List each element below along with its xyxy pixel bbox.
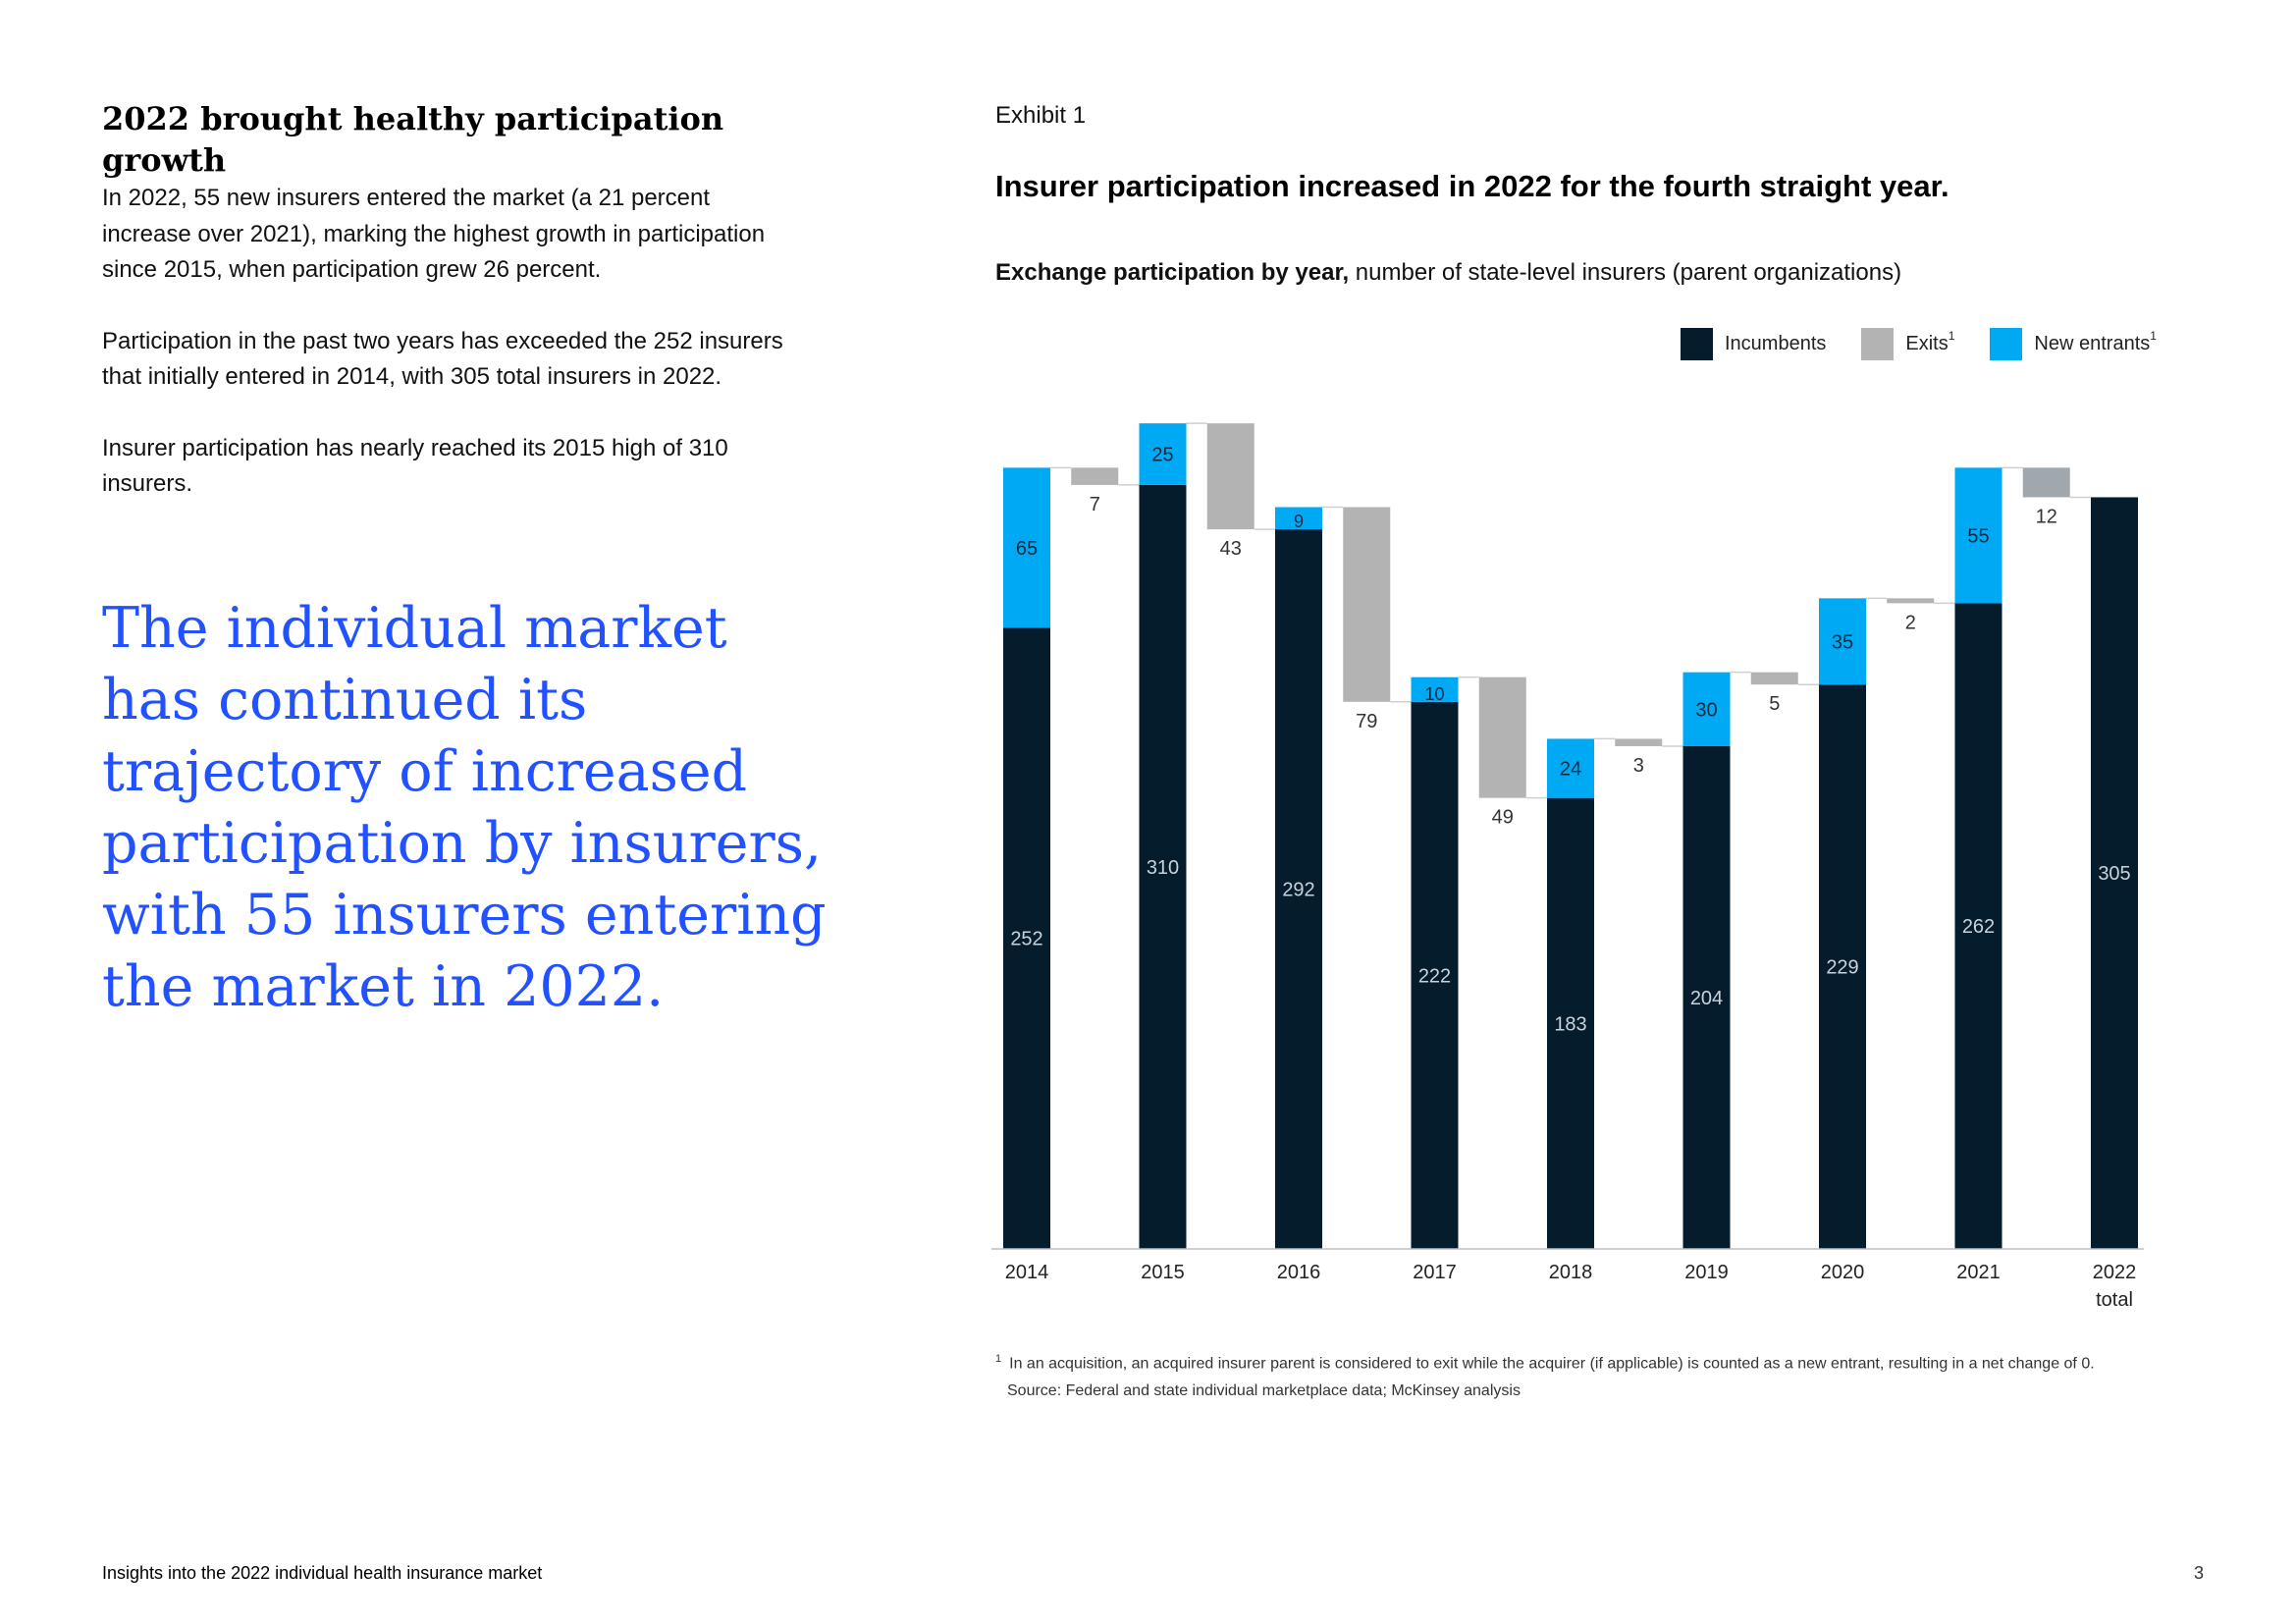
label-incumbents-2018: 183 xyxy=(1554,1013,1586,1035)
page-number: 3 xyxy=(2194,1563,2205,1583)
label-new-entrants-2021: 55 xyxy=(1967,525,1989,547)
bar-new-entrants-2014 xyxy=(1003,467,1050,628)
bar-exits-2021 xyxy=(2022,467,2070,498)
body-paragraph-3: Insurer participation has nearly reached… xyxy=(102,434,728,498)
label-exits-2019: 5 xyxy=(1769,693,1780,715)
label-exits-2021: 12 xyxy=(2036,506,2057,527)
tick-label-2015: 2015 xyxy=(1141,1262,1185,1283)
footnote-line: 1 In an acquisition, an acquired insurer … xyxy=(995,1345,2095,1378)
legend-sup-exits: 1 xyxy=(1948,329,1955,343)
label-new-entrants-2014: 65 xyxy=(1016,538,1038,560)
bar-new-entrants-2017 xyxy=(1411,677,1459,702)
legend-text-exits: Exits xyxy=(1905,333,1949,354)
label-incumbents-2021: 262 xyxy=(1962,916,1995,938)
bar-exits-2019 xyxy=(1750,672,1798,685)
bar-exits-2017 xyxy=(1478,677,1526,798)
footnote-text: In an acquisition, an acquired insurer p… xyxy=(1009,1355,2095,1373)
label-new-entrants-2017: 10 xyxy=(1424,684,1444,704)
pull-quote: The individual market has continued its … xyxy=(102,596,827,1019)
label-exits-2017: 49 xyxy=(1492,807,1514,829)
legend-item-incumbents: Incumbents xyxy=(1681,328,1826,360)
label-new-entrants-2016: 9 xyxy=(1294,512,1304,531)
tick-label-2014: 2014 xyxy=(1005,1262,1049,1283)
tick-label-2017: 2017 xyxy=(1413,1262,1457,1283)
tick-label-2016: 2016 xyxy=(1277,1262,1321,1283)
tick-label-2018: 2018 xyxy=(1549,1262,1593,1283)
bar-new-entrants-2021 xyxy=(1954,467,2002,604)
bar-incumbents-2015 xyxy=(1139,484,1187,1249)
exhibit-label: Exhibit 1 xyxy=(995,102,1087,129)
label-incumbents-2015: 310 xyxy=(1147,857,1179,879)
legend-sup-new-entrants: 1 xyxy=(2150,329,2157,343)
label-new-entrants-2018: 24 xyxy=(1560,759,1581,781)
label-incumbents-2019: 204 xyxy=(1690,988,1723,1009)
bar-incumbents-2021 xyxy=(1954,603,2002,1249)
label-exits-2016: 79 xyxy=(1356,711,1377,732)
bar-exits-2020 xyxy=(1887,598,1935,604)
bar-new-entrants-2020 xyxy=(1819,598,1866,685)
label-exits-2020: 2 xyxy=(1905,612,1916,633)
chart-footnote: 1 In an acquisition, an acquired insurer … xyxy=(995,1345,2095,1405)
label-exits-2014: 7 xyxy=(1090,494,1100,515)
chart-subtitle: Exchange participation by year, number o… xyxy=(995,259,1901,287)
label-incumbents-2022: 305 xyxy=(2098,863,2130,885)
legend-item-new-entrants: New entrants1 xyxy=(1990,328,2157,360)
legend-text-new-entrants: New entrants xyxy=(2034,333,2151,354)
legend-swatch-incumbents xyxy=(1681,328,1713,360)
legend-swatch-exits xyxy=(1861,328,1895,360)
bar-new-entrants-2018 xyxy=(1547,738,1594,798)
bar-incumbents-2022 xyxy=(2091,497,2138,1249)
label-incumbents-2017: 222 xyxy=(1418,965,1451,987)
bar-incumbents-2014 xyxy=(1003,627,1050,1249)
bar-incumbents-2016 xyxy=(1275,529,1322,1249)
bar-new-entrants-2015 xyxy=(1139,423,1187,485)
body-paragraph-2: Participation in the past two years has … xyxy=(102,327,783,391)
label-incumbents-2016: 292 xyxy=(1282,880,1314,901)
chart-subtitle-bold: Exchange participation by year, xyxy=(995,259,1350,286)
tick-label-2019: 2019 xyxy=(1684,1262,1729,1283)
tick-label-2020: 2020 xyxy=(1821,1262,1865,1283)
bar-incumbents-2019 xyxy=(1682,745,1731,1249)
label-incumbents-2020: 229 xyxy=(1826,957,1858,979)
chart-legend: Incumbents Exits1 New entrants1 xyxy=(1681,328,2157,360)
footnote-marker: 1 xyxy=(995,1353,1002,1365)
bar-exits-2015 xyxy=(1206,423,1255,530)
chart-subtitle-rest: number of state-level insurers (parent o… xyxy=(1349,259,1902,286)
left-column: 2022 brought healthy participation growt… xyxy=(102,98,789,538)
label-new-entrants-2019: 30 xyxy=(1695,699,1717,721)
label-exits-2018: 3 xyxy=(1633,755,1644,777)
bar-exits-2016 xyxy=(1343,507,1391,702)
label-new-entrants-2020: 35 xyxy=(1832,631,1853,653)
bar-incumbents-2020 xyxy=(1819,684,1866,1249)
section-heading: 2022 brought healthy participation growt… xyxy=(102,100,724,179)
chart-title: Insurer participation increased in 2022 … xyxy=(995,169,1949,203)
bar-exits-2018 xyxy=(1615,738,1663,746)
footer-title: Insights into the 2022 individual health… xyxy=(102,1563,543,1583)
legend-label-exits: Exits1 xyxy=(1905,329,1954,355)
source-line: Source: Federal and state individual mar… xyxy=(1007,1382,1521,1400)
tick-sublabel-2022: total xyxy=(2096,1289,2133,1311)
bar-exits-2014 xyxy=(1071,467,1119,485)
label-new-entrants-2015: 25 xyxy=(1151,445,1173,466)
legend-text-incumbents: Incumbents xyxy=(1725,333,1827,354)
bar-new-entrants-2019 xyxy=(1682,672,1731,746)
tick-label-2022: 2022 xyxy=(2093,1262,2137,1283)
bar-incumbents-2018 xyxy=(1547,797,1594,1249)
body-paragraph-1: In 2022, 55 new insurers entered the mar… xyxy=(102,185,766,283)
legend-item-exits: Exits1 xyxy=(1861,328,1954,360)
bar-new-entrants-2016 xyxy=(1275,507,1322,530)
legend-label-new-entrants: New entrants1 xyxy=(2034,329,2157,355)
label-incumbents-2014: 252 xyxy=(1010,929,1042,950)
legend-swatch-new-entrants xyxy=(1990,328,2023,360)
label-exits-2015: 43 xyxy=(1220,538,1242,560)
legend-label-incumbents: Incumbents xyxy=(1725,333,1826,355)
waterfall-chart: 2526572014310254320152929792016222104920… xyxy=(991,422,2144,1311)
tick-label-2021: 2021 xyxy=(1956,1262,2001,1283)
bar-incumbents-2017 xyxy=(1411,701,1459,1249)
